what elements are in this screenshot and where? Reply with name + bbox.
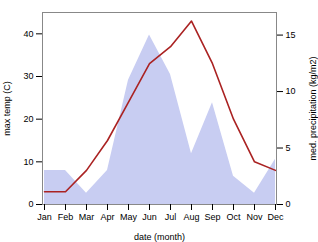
svg-text:Jan: Jan (37, 212, 52, 222)
svg-text:date (month): date (month) (134, 232, 185, 242)
svg-text:15: 15 (286, 30, 296, 40)
svg-text:Sep: Sep (204, 212, 220, 222)
svg-text:10: 10 (286, 86, 296, 96)
svg-text:Oct: Oct (226, 212, 241, 222)
svg-text:10: 10 (23, 157, 33, 167)
svg-text:Nov: Nov (246, 212, 263, 222)
svg-text:Feb: Feb (58, 212, 74, 222)
svg-text:May: May (120, 212, 138, 222)
svg-text:Apr: Apr (100, 212, 114, 222)
svg-text:30: 30 (23, 71, 33, 81)
svg-text:Aug: Aug (183, 212, 199, 222)
svg-text:0: 0 (28, 199, 33, 209)
svg-text:0: 0 (286, 199, 291, 209)
svg-text:max temp (C): max temp (C) (2, 81, 12, 136)
svg-text:med. precipitation (kg/m2): med. precipitation (kg/m2) (308, 56, 318, 160)
svg-text:Mar: Mar (79, 212, 95, 222)
svg-text:Jun: Jun (142, 212, 157, 222)
svg-text:Jul: Jul (165, 212, 177, 222)
svg-text:Dec: Dec (267, 212, 284, 222)
svg-text:20: 20 (23, 114, 33, 124)
svg-text:5: 5 (286, 143, 291, 153)
svg-text:40: 40 (23, 29, 33, 39)
